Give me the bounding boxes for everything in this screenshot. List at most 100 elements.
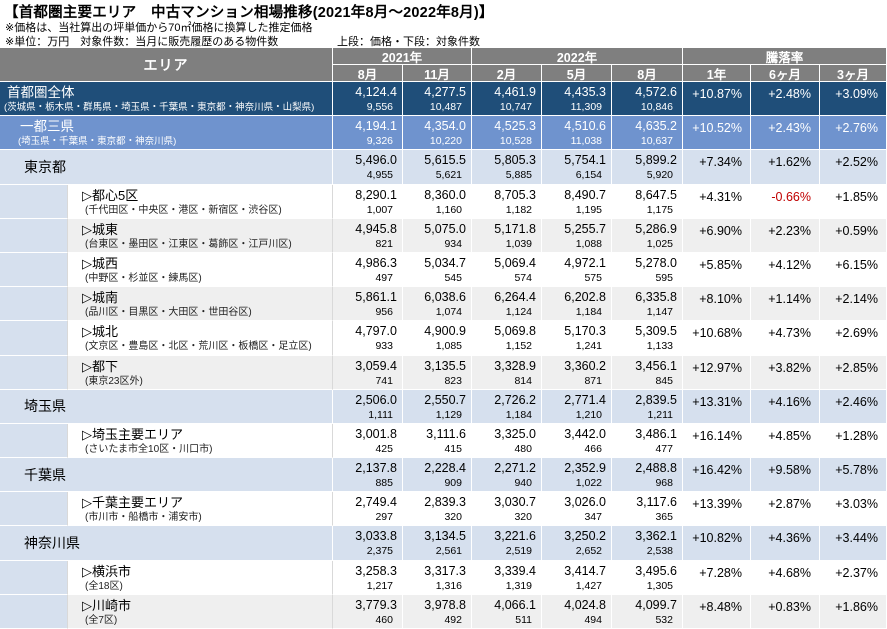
price-value: 3,442.0: [564, 426, 606, 441]
count-value: 1,074: [435, 306, 462, 319]
area-note: (全18区): [85, 580, 123, 592]
price-value: 4,572.6: [635, 85, 677, 99]
price-value: 4,024.8: [564, 597, 606, 612]
area-name: ▷埼玉主要エリア: [82, 426, 183, 442]
price-value: 3,033.8: [355, 529, 397, 544]
price-value: 4,066.1: [494, 597, 536, 612]
price-cell: 4,354.0 10,220: [403, 116, 472, 151]
area-cell: 首都圏全体 (茨城県・栃木県・群馬県・埼玉県・千葉県・東京都・神奈川県・山梨県): [0, 82, 333, 117]
count-value: 845: [655, 374, 673, 387]
price-value: 2,137.8: [355, 461, 397, 476]
area-note: (さいたま市全10区・川口市): [85, 443, 213, 455]
column-header-rate-6m: 6ヶ月: [751, 65, 820, 82]
rate-cell: +4.68%: [751, 560, 820, 595]
price-value: 5,171.8: [494, 221, 536, 236]
price-value: 4,986.3: [355, 255, 397, 270]
price-value: 4,525.3: [494, 119, 536, 134]
count-value: 415: [444, 442, 462, 455]
price-value: 3,495.6: [635, 563, 677, 578]
price-value: 5,805.3: [494, 153, 536, 168]
area-name: ▷都下: [82, 358, 118, 374]
price-cell: 3,135.5 823: [403, 355, 472, 390]
price-value: 5,069.4: [494, 255, 536, 270]
price-cell: 2,352.9 1,022: [542, 458, 612, 493]
price-value: 3,360.2: [564, 358, 606, 373]
price-cell: 3,486.1 477: [612, 423, 683, 459]
price-value: 3,456.1: [635, 358, 677, 373]
count-value: 1,305: [646, 579, 673, 592]
price-cell: 3,033.8 2,375: [333, 526, 403, 561]
count-value: 741: [375, 374, 393, 387]
price-value: 5,899.2: [635, 153, 677, 168]
price-cell: 6,202.8 1,184: [542, 287, 612, 322]
price-cell: 2,137.8 885: [333, 458, 403, 493]
price-cell: 2,550.7 1,129: [403, 389, 472, 424]
area-indent-cell: [0, 560, 68, 595]
area-note: (品川区・目黒区・大田区・世田谷区): [85, 307, 252, 319]
rate-cell: +1.86%: [820, 594, 887, 629]
rate-cell: +12.97%: [683, 355, 751, 390]
column-header-area: エリア: [0, 48, 333, 82]
price-cell: 2,839.3 320: [403, 492, 472, 527]
count-value: 1,160: [435, 203, 462, 216]
count-value: 2,519: [505, 545, 532, 558]
price-cell: 5,861.1 956: [333, 287, 403, 322]
price-cell: 3,134.5 2,561: [403, 526, 472, 561]
area-indent-cell: [0, 252, 68, 288]
area-cell: 埼玉県: [0, 389, 333, 424]
count-value: 1,195: [575, 203, 602, 216]
price-cell: 3,495.6 1,305: [612, 560, 683, 595]
price-value: 5,615.5: [424, 153, 466, 168]
area-cell: ▷城西 (中野区・杉並区・練馬区): [68, 252, 333, 288]
rate-cell: +16.14%: [683, 423, 751, 459]
rate-cell: +3.82%: [751, 355, 820, 390]
count-value: 460: [375, 613, 393, 626]
area-note: (全7区): [85, 614, 118, 626]
price-value: 3,026.0: [564, 495, 606, 510]
price-value: 5,496.0: [355, 153, 397, 168]
count-value: 1,129: [435, 408, 462, 421]
price-value: 2,749.4: [355, 495, 397, 510]
price-value: 5,069.8: [494, 324, 536, 339]
price-cell: 2,228.4 909: [403, 458, 472, 493]
area-cell: ▷川崎市 (全7区): [68, 594, 333, 629]
price-value: 4,635.2: [635, 119, 677, 134]
price-cell: 5,805.3 5,885: [472, 150, 542, 185]
rate-cell: +5.78%: [820, 458, 887, 493]
count-value: 1,025: [646, 237, 673, 250]
rate-cell: +1.14%: [751, 287, 820, 322]
area-cell: 東京都: [0, 150, 333, 185]
area-name: ▷城南: [82, 290, 118, 306]
price-cell: 3,317.3 1,316: [403, 560, 472, 595]
count-value: 477: [655, 442, 673, 455]
rate-cell: +4.85%: [751, 423, 820, 459]
rate-cell: +3.09%: [820, 82, 887, 117]
rate-cell: -0.66%: [751, 184, 820, 219]
price-cell: 5,286.9 1,025: [612, 218, 683, 253]
legend-upper-lower: 上段：価格・下段：対象件数: [337, 36, 480, 48]
price-value: 3,978.8: [424, 597, 466, 612]
price-cell: 5,069.8 1,152: [472, 321, 542, 356]
area-note: (東京23区外): [85, 375, 143, 387]
price-cell: 5,170.3 1,241: [542, 321, 612, 356]
price-value: 3,779.3: [355, 597, 397, 612]
rate-cell: +1.28%: [820, 423, 887, 459]
area-name: ▷城西: [82, 255, 118, 271]
price-cell: 5,034.7 545: [403, 252, 472, 288]
count-value: 320: [444, 511, 462, 524]
price-cell: 2,488.8 968: [612, 458, 683, 493]
count-value: 909: [444, 477, 462, 490]
area-cell: ▷城北 (文京区・豊島区・北区・荒川区・板橋区・足立区): [68, 321, 333, 356]
price-cell: 4,525.3 10,528: [472, 116, 542, 151]
count-value: 2,652: [575, 545, 602, 558]
price-value: 2,228.4: [424, 461, 466, 476]
rate-cell: +2.52%: [820, 150, 887, 185]
column-group-2021: 2021年: [333, 48, 472, 65]
rate-cell: +9.58%: [751, 458, 820, 493]
price-cell: 3,414.7 1,427: [542, 560, 612, 595]
rate-cell: +2.37%: [820, 560, 887, 595]
price-value: 5,075.0: [424, 221, 466, 236]
rate-cell: +4.31%: [683, 184, 751, 219]
rate-cell: +7.28%: [683, 560, 751, 595]
area-note: (埼玉県・千葉県・東京都・神奈川県): [18, 136, 177, 148]
